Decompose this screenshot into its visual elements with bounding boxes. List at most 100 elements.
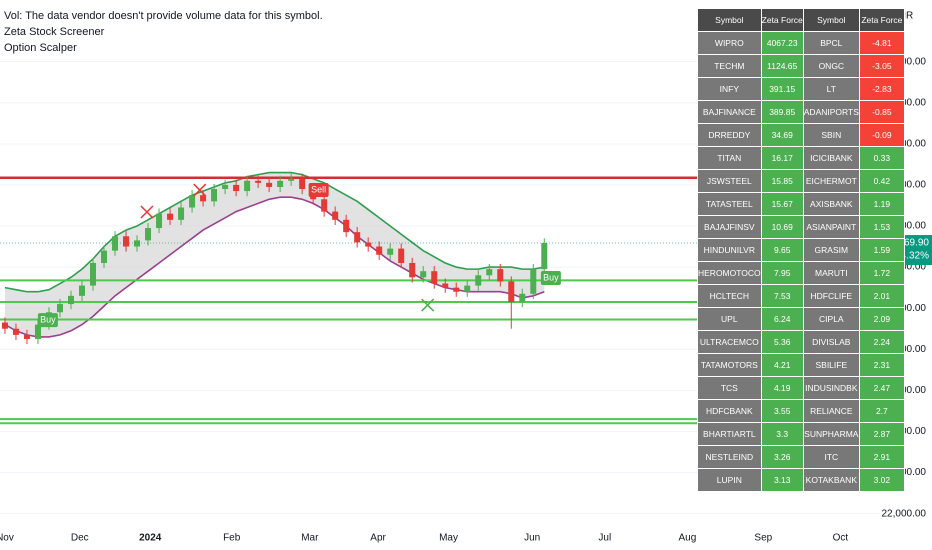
symbol-cell: TATAMOTORS (697, 353, 762, 377)
candle-body (134, 240, 141, 247)
header-cell: Symbol (802, 8, 860, 32)
symbol-cell: HDFCBANK (697, 399, 762, 423)
zeta-force-cell: 3.02 (858, 468, 905, 492)
x-tick-label: Aug (678, 533, 696, 544)
zeta-force-cell: 10.69 (760, 215, 804, 239)
candle-body (34, 324, 41, 339)
zeta-force-cell: 3.3 (760, 422, 804, 446)
x-tick-label: Mar (301, 533, 319, 544)
symbol-cell: AXISBANK (802, 192, 860, 216)
header-cell: Zeta Force (858, 8, 905, 32)
zeta-force-cell: 1124.65 (760, 54, 804, 78)
x-tick-label: Apr (370, 533, 386, 544)
zeta-force-cell: 0.33 (858, 146, 905, 170)
symbol-cell: KOTAKBANK (802, 468, 860, 492)
zeta-force-cell: 391.15 (760, 77, 804, 101)
table-row: INFY 391.15 LT -2.83 (697, 77, 905, 101)
zeta-force-cell: 34.69 (760, 123, 804, 147)
y-tick-label: 22,000.00 (882, 508, 927, 519)
candle-body (277, 180, 284, 187)
candle-body (178, 207, 185, 220)
candle-body (123, 236, 130, 247)
symbol-cell: DIVISLAB (802, 330, 860, 354)
zeta-force-cell: 7.53 (760, 284, 804, 308)
symbol-cell: ITC (802, 445, 860, 469)
zeta-force-cell: 1.19 (858, 192, 905, 216)
table-row: HEROMOTOCO 7.95 MARUTI 1.72 (697, 261, 905, 285)
zeta-force-cell: 2.87 (858, 422, 905, 446)
symbol-cell: MARUTI (802, 261, 860, 285)
symbol-cell: EICHERMOT (802, 169, 860, 193)
candle-body (156, 213, 163, 229)
x-tick-label: Jun (524, 533, 540, 544)
zeta-force-cell: 2.01 (858, 284, 905, 308)
symbol-cell: TITAN (697, 146, 762, 170)
zeta-force-cell: 2.7 (858, 399, 905, 423)
candle-body (409, 262, 416, 278)
table-row: ULTRACEMCO 5.36 DIVISLAB 2.24 (697, 330, 905, 354)
table-row: TCS 4.19 INDUSINDBK 2.47 (697, 376, 905, 400)
zeta-force-cell: 1.53 (858, 215, 905, 239)
candle-body (112, 236, 119, 251)
zeta-force-cell: -0.85 (858, 100, 905, 124)
zeta-force-cell: 3.26 (760, 445, 804, 469)
symbol-cell: INDUSINDBK (802, 376, 860, 400)
candle-body (101, 250, 108, 263)
screener-table: Symbol Zeta Force Symbol Zeta Force WIPR… (697, 8, 905, 492)
table-row: BHARTIARTL 3.3 SUNPHARMA 2.87 (697, 422, 905, 446)
symbol-cell: TECHM (697, 54, 762, 78)
header-cell: Zeta Force (760, 8, 804, 32)
table-row: BAJFINANCE 389.85 ADANIPORTS -0.85 (697, 100, 905, 124)
symbol-cell: ADANIPORTS (802, 100, 860, 124)
zeta-force-cell: 15.85 (760, 169, 804, 193)
candle-body (211, 189, 218, 202)
candle-body (486, 269, 493, 276)
zeta-force-cell: 16.17 (760, 146, 804, 170)
symbol-cell: NESTLEIND (697, 445, 762, 469)
zeta-force-cell: -2.83 (858, 77, 905, 101)
candle-body (255, 180, 262, 183)
zeta-force-cell: 3.13 (760, 468, 804, 492)
candle-body (79, 285, 86, 296)
symbol-cell: SBIN (802, 123, 860, 147)
candle-body (431, 271, 438, 284)
candle-body (541, 243, 548, 270)
symbol-cell: BAJFINANCE (697, 100, 762, 124)
symbol-cell: RELIANCE (802, 399, 860, 423)
zeta-force-cell: 0.42 (858, 169, 905, 193)
table-row: BAJAJFINSV 10.69 ASIANPAINT 1.53 (697, 215, 905, 239)
zeta-force-cell: 15.67 (760, 192, 804, 216)
symbol-cell: TCS (697, 376, 762, 400)
zeta-force-cell: 2.09 (858, 307, 905, 331)
candle-body (244, 180, 251, 192)
candle-body (497, 269, 504, 282)
legend-line: Option Scalper (4, 42, 77, 54)
cross-marker (140, 205, 154, 219)
table-row: NESTLEIND 3.26 ITC 2.91 (697, 445, 905, 469)
x-tick-label: 2024 (139, 533, 162, 544)
symbol-cell: CIPLA (802, 307, 860, 331)
candle-body (398, 248, 405, 263)
symbol-cell: HINDUNILVR (697, 238, 762, 262)
zeta-force-cell: 2.24 (858, 330, 905, 354)
candle-body (376, 246, 383, 255)
symbol-cell: BAJAJFINSV (697, 215, 762, 239)
candle-body (508, 281, 515, 303)
symbol-cell: ASIANPAINT (802, 215, 860, 239)
candle-body (475, 275, 482, 286)
cross-marker (193, 183, 207, 197)
symbol-cell: HEROMOTOCO (697, 261, 762, 285)
symbol-cell: HDFCLIFE (802, 284, 860, 308)
symbol-cell: SBILIFE (802, 353, 860, 377)
zeta-force-cell: 2.31 (858, 353, 905, 377)
zeta-force-cell: 4067.23 (760, 31, 804, 55)
table-row: UPL 6.24 CIPLA 2.09 (697, 307, 905, 331)
candle-body (56, 304, 63, 313)
x-tick-label: Nov (0, 533, 14, 544)
candle-body (200, 195, 207, 202)
x-tick-label: Jul (598, 533, 611, 544)
candle-body (288, 178, 295, 181)
candle-body (354, 232, 361, 243)
candle-body (519, 293, 526, 303)
x-tick-label: Dec (71, 533, 89, 544)
